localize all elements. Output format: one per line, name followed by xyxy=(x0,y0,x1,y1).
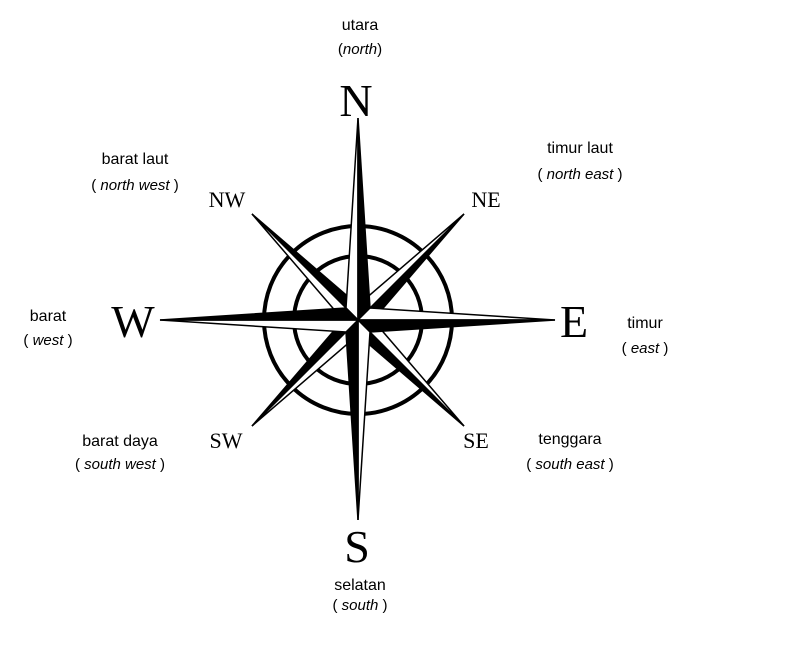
label-north-west: barat laut ( north west ) xyxy=(70,150,200,196)
label-north-east-name: timur laut xyxy=(547,140,613,157)
label-north-east: timur laut ( north east ) xyxy=(510,139,650,185)
label-south-east-name: tenggara xyxy=(538,431,602,448)
w-point-dark xyxy=(159,307,360,321)
label-west-name: barat xyxy=(29,308,67,325)
label-north-west-name: barat laut xyxy=(101,151,169,168)
label-east-english: ( east ) xyxy=(621,340,669,357)
label-north-west-english: ( north west ) xyxy=(91,177,179,194)
label-east: timur ( east ) xyxy=(605,314,685,359)
label-south: selatan ( south ) xyxy=(310,576,410,616)
label-south-west-name: barat daya xyxy=(82,433,158,450)
label-south-name: selatan xyxy=(334,577,386,594)
label-north-name: utara xyxy=(341,17,379,34)
label-south-east-english: ( south east ) xyxy=(526,456,614,473)
s-point-light xyxy=(357,318,371,521)
n-point-dark xyxy=(357,117,371,322)
letter-n: N xyxy=(339,75,372,126)
label-south-east: tenggara ( south east ) xyxy=(500,430,640,475)
letter-s: S xyxy=(344,521,370,572)
label-north-east-english: ( north east ) xyxy=(537,166,623,183)
letter-e: E xyxy=(560,296,588,347)
cardinal-points xyxy=(159,117,556,521)
label-east-name: timur xyxy=(627,315,663,332)
w-point-light xyxy=(159,319,360,333)
e-point-dark xyxy=(356,319,556,333)
e-point-light xyxy=(356,307,556,321)
label-south-west-english: ( south west ) xyxy=(74,456,166,473)
n-point-light xyxy=(345,117,359,322)
label-north-english: (north) xyxy=(337,41,383,58)
label-west-english: ( west ) xyxy=(23,332,73,349)
letter-se: SE xyxy=(463,428,489,453)
letter-nw: NW xyxy=(209,187,246,212)
letter-ne: NE xyxy=(471,187,500,212)
letter-w: W xyxy=(111,296,155,347)
label-south-english: ( south ) xyxy=(332,597,388,614)
label-west: barat ( west ) xyxy=(8,307,88,351)
label-north: utara (north) xyxy=(310,16,410,60)
letter-sw: SW xyxy=(210,428,243,453)
s-point-dark xyxy=(345,318,359,521)
label-south-west: barat daya ( south west ) xyxy=(55,432,185,475)
